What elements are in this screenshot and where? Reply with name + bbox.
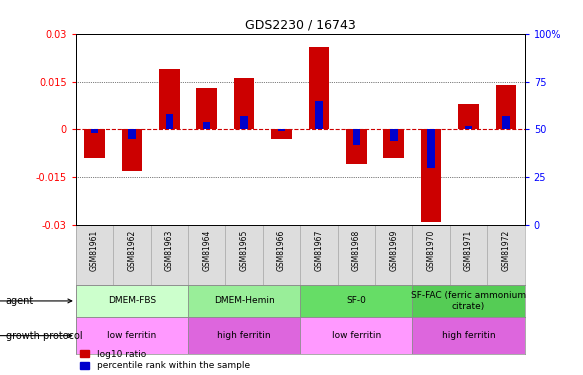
Bar (76, 225, 113, 285)
Bar (503, 116, 510, 129)
Bar (375, 225, 412, 285)
Bar (166, 114, 173, 129)
Bar (196, 88, 217, 129)
Text: GSM81964: GSM81964 (202, 230, 211, 271)
Bar (263, 225, 300, 285)
Bar (91, 129, 98, 133)
Text: GSM81962: GSM81962 (128, 230, 136, 271)
Text: SF-FAC (ferric ammonium
citrate): SF-FAC (ferric ammonium citrate) (411, 291, 526, 310)
Text: DMEM-Hemin: DMEM-Hemin (214, 296, 275, 305)
Text: GSM81969: GSM81969 (389, 230, 398, 271)
Bar (188, 225, 226, 285)
Bar (308, 46, 329, 129)
Bar (427, 129, 435, 168)
Bar (113, 225, 150, 285)
Bar (159, 69, 180, 129)
Bar (300, 285, 412, 317)
Bar (465, 126, 472, 129)
Text: GSM81970: GSM81970 (427, 230, 436, 271)
Bar (412, 225, 450, 285)
Text: GSM81961: GSM81961 (90, 230, 99, 271)
Bar (496, 85, 517, 129)
Text: low ferritin: low ferritin (107, 331, 156, 340)
Bar (278, 129, 285, 131)
Text: SF-0: SF-0 (346, 296, 366, 305)
Text: GSM81963: GSM81963 (165, 230, 174, 271)
Bar (76, 285, 188, 317)
Text: GSM81972: GSM81972 (501, 230, 511, 271)
Bar (150, 225, 188, 285)
Bar (338, 225, 375, 285)
Text: GSM81965: GSM81965 (240, 230, 248, 271)
Bar (128, 129, 136, 139)
Bar (234, 78, 254, 129)
Bar (315, 101, 323, 129)
Bar (271, 129, 292, 139)
Bar (412, 317, 525, 354)
Text: high ferritin: high ferritin (442, 331, 496, 340)
Text: GSM81967: GSM81967 (314, 230, 324, 271)
Text: GSM81966: GSM81966 (277, 230, 286, 271)
Bar (421, 129, 441, 222)
Bar (84, 129, 105, 158)
Bar (122, 129, 142, 171)
Bar (300, 317, 412, 354)
Bar (203, 122, 210, 129)
Bar (412, 285, 525, 317)
Text: GSM81968: GSM81968 (352, 230, 361, 271)
Bar (300, 225, 338, 285)
Text: low ferritin: low ferritin (332, 331, 381, 340)
Text: growth protocol: growth protocol (6, 331, 82, 340)
Bar (188, 285, 300, 317)
Title: GDS2230 / 16743: GDS2230 / 16743 (245, 18, 356, 31)
Bar (353, 129, 360, 145)
Text: high ferritin: high ferritin (217, 331, 271, 340)
Legend: log10 ratio, percentile rank within the sample: log10 ratio, percentile rank within the … (80, 350, 250, 370)
Text: agent: agent (6, 296, 34, 306)
Bar (226, 225, 263, 285)
Bar (188, 317, 300, 354)
Text: GSM81971: GSM81971 (464, 230, 473, 271)
Bar (76, 317, 188, 354)
Bar (390, 129, 398, 141)
Text: DMEM-FBS: DMEM-FBS (108, 296, 156, 305)
Bar (346, 129, 367, 164)
Bar (384, 129, 404, 158)
Bar (240, 116, 248, 129)
Bar (487, 225, 525, 285)
Bar (450, 225, 487, 285)
Bar (458, 104, 479, 129)
